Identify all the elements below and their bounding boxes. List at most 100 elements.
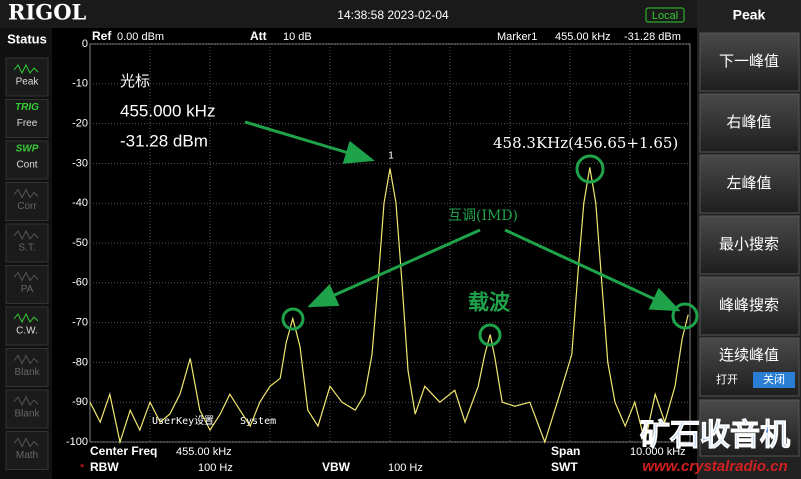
menu-title: Peak (733, 7, 766, 23)
toggle-off: 关闭 (763, 372, 785, 386)
status-glyph (13, 63, 39, 75)
status-icon (5, 57, 49, 97)
marker-label: Marker1 (497, 31, 537, 43)
menu-button-label: 左峰值 (726, 175, 771, 192)
ref-value: 0.00 dBm (117, 31, 164, 43)
y-tick-label: -10 (72, 78, 88, 90)
cursor-title: 光标 (120, 73, 150, 90)
status-label: PA (21, 284, 34, 295)
y-tick-label: -50 (72, 237, 88, 249)
vbw-value: 100 Hz (388, 462, 423, 474)
menu-button-label: 下一峰值 (719, 53, 779, 70)
y-tick-label: -100 (66, 436, 88, 448)
menu-button[interactable] (699, 215, 800, 275)
menu-button (699, 399, 800, 457)
y-tick-label: -70 (72, 317, 88, 329)
cursor-freq: 455.000 kHz (120, 101, 215, 120)
menu-button-label: 右峰值 (726, 114, 771, 131)
mode: Local (652, 10, 678, 22)
local-box (645, 7, 685, 23)
vbw-label: VBW (322, 460, 351, 474)
cursor-level: -31.28 dBm (120, 131, 208, 150)
status-glyph (13, 354, 39, 365)
menu-button[interactable] (699, 154, 800, 214)
y-tick-label: 0 (82, 38, 88, 50)
menu-button-label: 最小搜索 (719, 236, 779, 253)
right-peak-note: 458.3KHz(456.65+1.65) (493, 134, 678, 152)
status-tag: TRIG (15, 102, 39, 113)
status-label: Math (16, 450, 38, 461)
span-value: 10.000 kHz (630, 446, 686, 458)
status-glyph (13, 312, 39, 324)
status-icon (5, 223, 49, 263)
imd-circle-right (671, 302, 699, 330)
rbw-star: * (80, 462, 85, 474)
carrier-circle (478, 323, 502, 347)
y-tick-label: -60 (72, 277, 88, 289)
status-icon (5, 431, 49, 470)
y-tick-label: -40 (72, 197, 88, 209)
status-glyph (13, 188, 39, 199)
marker-number: 1 (388, 151, 394, 162)
ref-label: Ref (92, 29, 112, 43)
watermark-url: www.crystalradio.cn (642, 458, 787, 475)
status-label: Free (17, 118, 38, 129)
trace (89, 167, 689, 445)
status-label: Blank (14, 409, 40, 420)
imd-circle-left (281, 307, 305, 331)
status-glyph (13, 229, 39, 241)
y-tick-label: -30 (72, 157, 88, 169)
menu-button-label: 连续峰值 (719, 347, 779, 364)
status-label: Peak (16, 77, 40, 88)
status-icon (5, 348, 49, 387)
att-value: 10 dB (283, 31, 312, 43)
status-icon (5, 182, 49, 221)
status-label: S.T. (18, 243, 35, 254)
toggle-off-bg (753, 372, 795, 388)
center-value: 455.00 kHz (176, 446, 232, 458)
carrier-note: 载波 (468, 290, 511, 315)
status-glyph (13, 271, 39, 282)
status-icon (5, 140, 49, 180)
status-label: C.W. (16, 326, 38, 337)
span-label: Span (551, 444, 580, 458)
imd-arrow-left (307, 228, 481, 308)
imd-note: 互调(IMD) (448, 208, 518, 224)
menu-button-label: 峰峰搜索 (719, 297, 779, 314)
menu-button[interactable] (699, 276, 800, 336)
status-label: Blank (14, 367, 40, 378)
cursor-arrow (244, 120, 375, 164)
status-label: Corr (17, 201, 37, 212)
status-title: Status (7, 31, 47, 46)
att-label: Att (250, 29, 267, 43)
status-icon (5, 99, 49, 138)
swt-label: SWT (551, 460, 578, 474)
status-label: Cont (16, 160, 37, 171)
header-bar (0, 0, 697, 28)
status-icon (5, 306, 49, 346)
logo: RIGOL (8, 0, 87, 25)
toggle-on: 打开 (716, 372, 738, 386)
rbw-value: 100 Hz (198, 462, 233, 474)
system: System (240, 416, 276, 427)
status-tag: SWP (16, 144, 39, 155)
menu-button[interactable] (699, 93, 800, 153)
user-key: UserKey设置 (152, 415, 214, 427)
watermark-name: 矿石收音机 (640, 418, 790, 452)
peak-circle (575, 154, 605, 184)
datetime: 14:38:58 2023-02-04 (337, 8, 449, 22)
imd-arrow-right (504, 228, 681, 312)
status-glyph (13, 395, 39, 407)
center-label: Center Freq (90, 444, 157, 458)
status-icon (5, 265, 49, 304)
y-tick-label: -90 (72, 396, 88, 408)
y-tick-label: -20 (72, 118, 88, 130)
rbw-label: RBW (90, 460, 119, 474)
marker-level: -31.28 dBm (624, 31, 681, 43)
status-glyph (13, 437, 39, 448)
menu-button[interactable] (699, 32, 800, 92)
marker-freq: 455.00 kHz (555, 31, 611, 43)
status-icon (5, 389, 49, 429)
y-tick-label: -80 (72, 356, 88, 368)
